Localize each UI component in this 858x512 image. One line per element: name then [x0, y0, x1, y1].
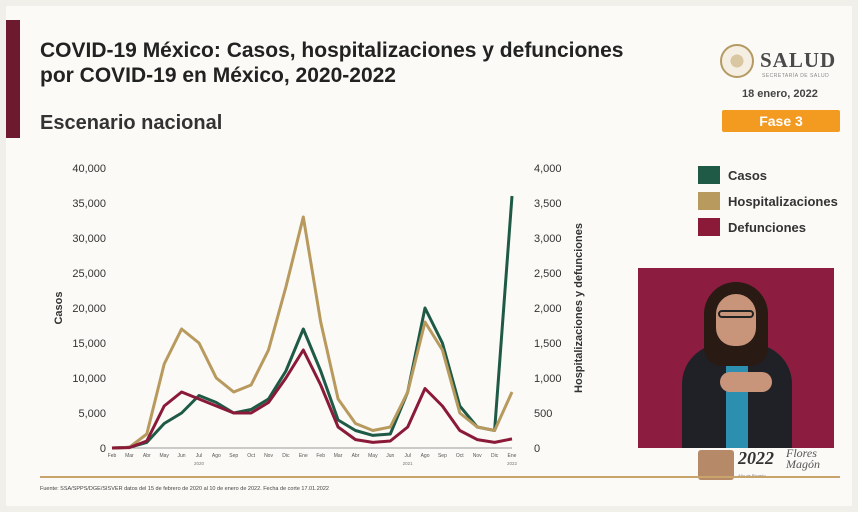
y-left-tick-label: 35,000	[72, 198, 106, 210]
flores-magon-logo: 2022 Flores Magón Año de Ricardo	[696, 446, 841, 482]
logo-sub: Año de Ricardo	[738, 473, 766, 478]
x-tick-label: Sep	[229, 453, 238, 459]
y-left-tick-label: 30,000	[72, 233, 106, 245]
y-right-tick-label: 1,000	[534, 373, 562, 385]
page-title: COVID-19 México: Casos, hospitalizacione…	[40, 39, 624, 87]
y-left-axis-title: Casos	[53, 291, 65, 324]
phase-badge: Fase 3	[722, 110, 840, 132]
legend-label: Casos	[728, 168, 768, 183]
accent-bar	[6, 20, 20, 138]
y-left-tick-label: 15,000	[72, 338, 106, 350]
salud-logo: SALUD SECRETARÍA DE SALUD	[720, 44, 840, 82]
x-tick-label: Feb	[316, 453, 325, 459]
series-line	[111, 195, 514, 450]
glasses-icon	[718, 310, 754, 318]
x-tick-label: May	[159, 453, 169, 459]
y-right-tick-label: 2,500	[534, 268, 562, 280]
interpreter-face	[716, 294, 756, 346]
x-year-label: 2021	[403, 461, 414, 466]
x-tick-label: Jun	[386, 453, 394, 459]
x-tick-label: May	[368, 453, 378, 459]
x-tick-label: Ene	[299, 453, 308, 459]
date-label: 18 enero, 2022	[742, 88, 818, 100]
logo-name: Flores Magón	[786, 446, 820, 471]
page-subtitle: Escenario nacional	[40, 112, 223, 134]
legend-label: Defunciones	[728, 220, 807, 235]
logo-text: SALUD	[760, 48, 837, 72]
x-tick-label: Jun	[178, 453, 186, 459]
y-right-tick-label: 2,000	[534, 303, 562, 315]
y-right-tick-label: 1,500	[534, 338, 562, 350]
y-right-tick-label: 4,000	[534, 163, 562, 175]
y-left-tick-label: 5,000	[78, 408, 106, 420]
x-tick-label: Ene	[508, 453, 517, 459]
sign-language-interpreter-video	[638, 268, 834, 448]
y-left-tick-label: 40,000	[72, 163, 106, 175]
portrait-icon	[698, 450, 734, 480]
legend-swatch	[698, 218, 720, 236]
y-left-tick-label: 0	[100, 443, 106, 455]
interpreter-hands	[720, 372, 772, 392]
x-tick-label: Ago	[421, 453, 430, 459]
x-tick-label: Dic	[491, 453, 499, 459]
x-tick-label: Ago	[212, 453, 221, 459]
series-line	[111, 215, 514, 450]
y-right-tick-label: 500	[534, 408, 552, 420]
y-right-tick-label: 3,500	[534, 198, 562, 210]
x-tick-label: Nov	[473, 453, 482, 459]
logo-subtext: SECRETARÍA DE SALUD	[762, 73, 830, 79]
x-tick-label: Feb	[108, 453, 117, 459]
x-tick-label: Abr	[352, 453, 360, 459]
y-left-tick-label: 20,000	[72, 303, 106, 315]
x-tick-label: Oct	[456, 453, 464, 459]
emblem-icon	[720, 44, 754, 78]
x-tick-label: Dic	[282, 453, 290, 459]
source-note: Fuente: SSA/SPPS/DGE/SISVER datos del 15…	[40, 486, 329, 492]
x-tick-label: Abr	[143, 453, 151, 459]
x-tick-label: Jul	[404, 453, 410, 459]
x-tick-label: Jul	[196, 453, 202, 459]
x-tick-label: Nov	[264, 453, 273, 459]
x-tick-label: Mar	[334, 453, 343, 459]
divider	[40, 476, 840, 478]
y-right-tick-label: 0	[534, 443, 540, 455]
interpreter-shirt	[726, 346, 748, 448]
logo-year: 2022	[738, 448, 774, 468]
y-right-tick-label: 3,000	[534, 233, 562, 245]
series-line	[111, 348, 513, 450]
covid-chart: 0 5,000 10,000 15,000 20,000 25,000 30,000 35,0…	[53, 163, 585, 466]
slide: COVID-19 México: Casos, hospitalizacione…	[6, 6, 852, 506]
x-year-label: 2020	[194, 461, 205, 466]
x-tick-label: Mar	[125, 453, 134, 459]
x-tick-label: Oct	[247, 453, 255, 459]
y-left-tick-label: 25,000	[72, 268, 106, 280]
y-left-tick-label: 10,000	[72, 373, 106, 385]
legend-swatch	[698, 192, 720, 210]
legend-label: Hospitalizaciones	[728, 194, 838, 209]
x-year-label: 2022	[507, 461, 518, 466]
x-tick-label: Sep	[438, 453, 447, 459]
legend-swatch	[698, 166, 720, 184]
y-right-axis-title: Hospitalizaciones y defunciones	[573, 223, 585, 393]
